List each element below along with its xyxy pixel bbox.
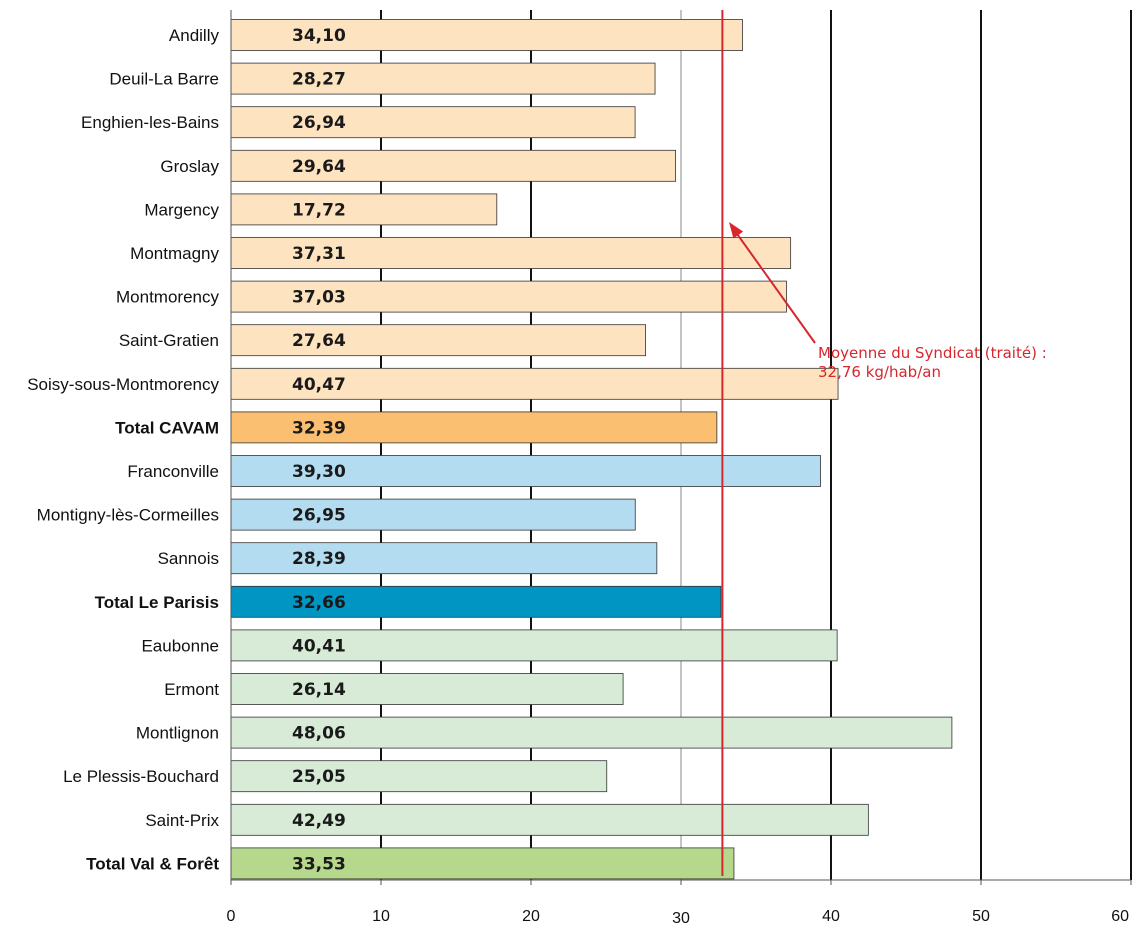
bar: [230, 498, 636, 531]
category-label: Saint-Prix: [145, 811, 219, 830]
category-label: Margency: [144, 200, 219, 219]
x-tick-label: 10: [372, 908, 390, 925]
category-label: Andilly: [169, 26, 220, 45]
value-label: 26,94: [292, 113, 346, 133]
value-labels: 34,10 28,27 26,94 29,64 17,72 37,31 37,03 27,64…: [292, 26, 346, 874]
bar: [230, 106, 636, 139]
value-label: 29,64: [292, 157, 346, 177]
bar: [230, 585, 722, 618]
bar: [230, 149, 677, 182]
x-tick-label: 50: [972, 908, 990, 925]
bar: [230, 19, 743, 51]
value-label: 26,14: [292, 680, 346, 700]
value-label: 28,27: [292, 70, 346, 90]
category-label: Montigny-lès-Cormeilles: [37, 506, 219, 525]
x-tick-label: 60: [1111, 908, 1129, 925]
value-label: 48,06: [292, 724, 346, 744]
value-label: 39,30: [292, 462, 346, 482]
category-label: Ermont: [164, 680, 219, 699]
bar: [230, 280, 787, 313]
bar: [230, 542, 658, 575]
value-label: 32,66: [292, 593, 346, 613]
category-label: Eaubonne: [141, 636, 219, 655]
value-label: 26,95: [292, 506, 346, 526]
bar: [230, 847, 735, 880]
reference-annotation: Moyenne du Syndicat (traité) : 32,76 kg/…: [721, 10, 1047, 876]
bar: [230, 673, 624, 705]
x-axis: 0 10 20 30 40 50 60: [227, 10, 1132, 927]
category-label: Saint-Gratien: [119, 331, 219, 350]
value-label: 42,49: [292, 811, 346, 831]
value-label: 27,64: [292, 331, 346, 351]
bar: [230, 367, 839, 400]
x-tick-label: 40: [822, 908, 840, 925]
bars: [230, 19, 953, 880]
annotation-arrow: [734, 230, 816, 344]
category-label: Enghien-les-Bains: [81, 113, 219, 132]
category-label: Montmorency: [116, 288, 219, 307]
value-label: 37,31: [292, 244, 346, 264]
bar: [230, 324, 647, 357]
grid-lines: [380, 10, 1132, 880]
x-tick-label: 0: [227, 908, 236, 925]
category-label: Le Plessis-Bouchard: [63, 767, 219, 786]
bar: [230, 760, 608, 793]
value-label: 34,10: [292, 26, 346, 46]
category-label: Total CAVAM: [115, 418, 219, 437]
category-label: Montmagny: [130, 244, 219, 263]
x-tick-label: 20: [522, 908, 540, 925]
bar: [230, 803, 869, 836]
category-label: Deuil-La Barre: [109, 70, 219, 89]
value-label: 33,53: [292, 854, 346, 874]
value-label: 40,41: [292, 636, 346, 656]
bar: [230, 237, 792, 269]
value-label: 17,72: [292, 200, 346, 220]
category-labels: Andilly Deuil-La Barre Enghien-les-Bains Gr…: [27, 26, 219, 873]
bar: [230, 193, 498, 226]
value-label: 28,39: [292, 549, 346, 569]
value-label: 32,39: [292, 418, 346, 438]
category-label: Montlignon: [136, 724, 219, 743]
average-annotation-line-2: 32,76 kg/hab/an: [818, 363, 941, 381]
value-label: 37,03: [292, 288, 346, 308]
value-label: 40,47: [292, 375, 346, 395]
bar: [230, 716, 953, 749]
value-label: 25,05: [292, 767, 346, 787]
average-annotation-line-1: Moyenne du Syndicat (traité) :: [818, 344, 1047, 362]
category-label: Franconville: [127, 462, 219, 481]
category-label: Sannois: [158, 549, 219, 568]
category-label: Soisy-sous-Montmorency: [27, 375, 219, 394]
category-label: Groslay: [160, 157, 219, 176]
bar: [230, 411, 718, 444]
category-label: Total Le Parisis: [95, 593, 219, 612]
x-tick-label: 30: [672, 910, 690, 927]
category-label: Total Val & Forêt: [86, 854, 219, 873]
bar: [230, 629, 838, 662]
annotation-arrow-head: [729, 222, 744, 239]
